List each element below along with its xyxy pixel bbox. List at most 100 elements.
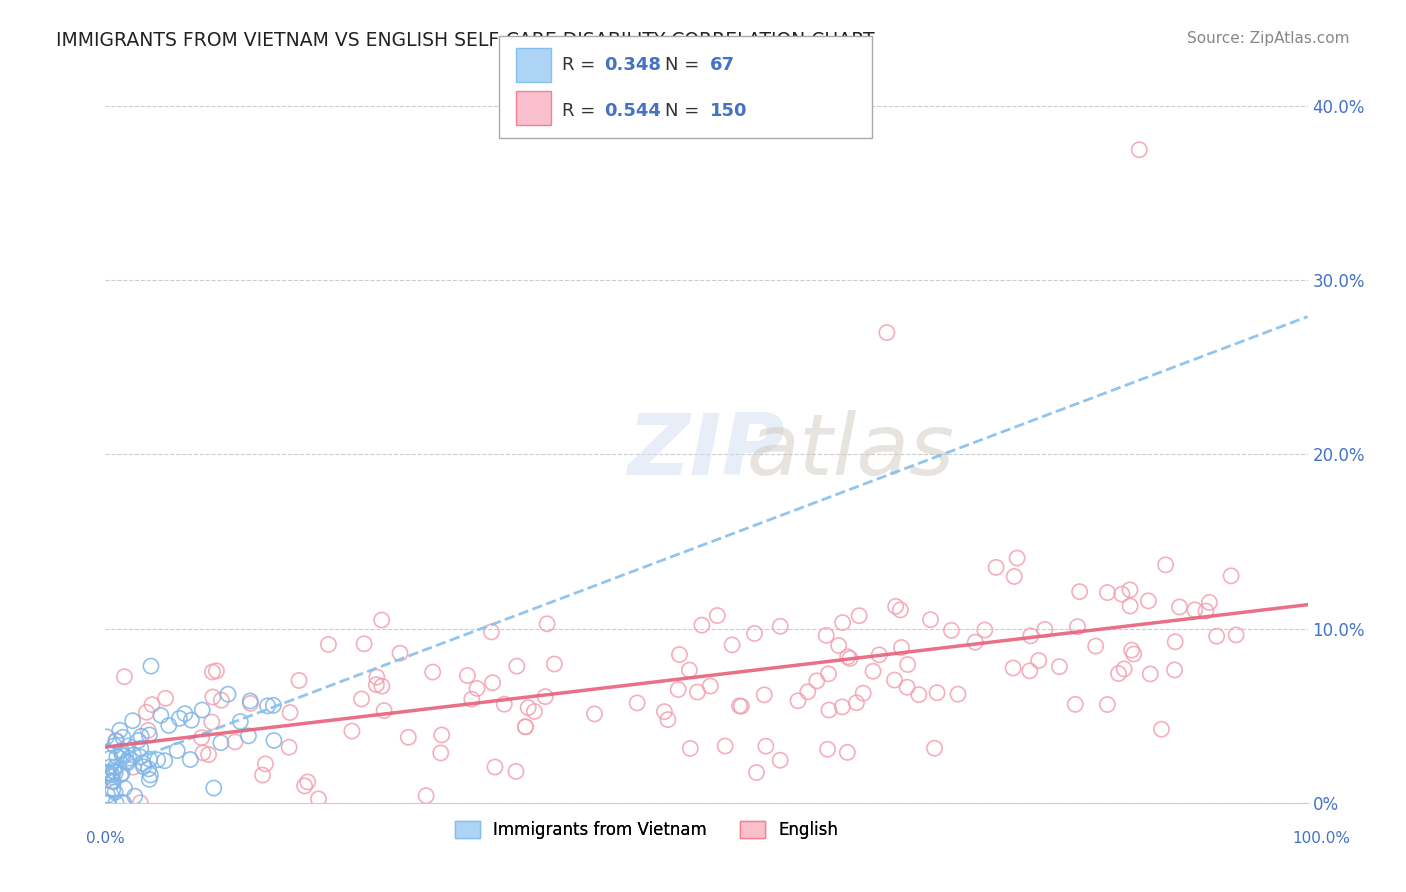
Point (907, 688, 929, 702)
Point (396, 731, 419, 745)
Point (1064, 698, 1087, 712)
Point (481, 624, 503, 639)
Point (1019, 629, 1042, 643)
Point (108, 723, 131, 738)
Point (666, 682, 689, 697)
Point (110, 744, 132, 758)
Point (201, 690, 224, 704)
Point (505, 764, 527, 779)
Point (754, 688, 776, 702)
Point (117, 756, 139, 770)
Point (876, 326, 898, 340)
Point (1066, 619, 1088, 633)
Point (129, 750, 152, 764)
Point (278, 706, 301, 720)
Point (129, 796, 152, 810)
Point (896, 680, 918, 694)
Point (728, 698, 751, 713)
Point (350, 692, 373, 706)
Point (815, 628, 838, 642)
Point (484, 760, 506, 774)
Point (340, 724, 363, 739)
Point (1002, 569, 1025, 583)
Point (806, 673, 828, 688)
Point (679, 741, 702, 756)
Point (97, 796, 120, 810)
Point (657, 713, 679, 727)
Point (889, 603, 911, 617)
Point (239, 694, 262, 708)
Point (862, 665, 884, 679)
Point (721, 638, 744, 652)
Point (100, 751, 122, 765)
Point (129, 730, 152, 744)
Point (389, 646, 412, 660)
Point (1139, 667, 1161, 681)
Point (135, 705, 157, 719)
Text: R =: R = (562, 102, 602, 120)
Point (515, 720, 537, 734)
Point (678, 663, 700, 677)
Point (112, 781, 135, 796)
Point (297, 775, 319, 789)
Point (100, 767, 122, 781)
Point (146, 753, 169, 767)
Point (111, 747, 134, 761)
Point (153, 754, 176, 768)
Point (699, 679, 721, 693)
Point (769, 753, 792, 767)
Point (1121, 643, 1143, 657)
Point (668, 648, 690, 662)
Point (1205, 629, 1227, 643)
Point (1163, 663, 1185, 677)
Point (179, 752, 201, 766)
Point (112, 796, 135, 810)
Point (174, 706, 197, 721)
Point (139, 768, 162, 782)
Point (118, 751, 141, 765)
Point (429, 746, 451, 760)
Point (318, 637, 340, 651)
Point (1108, 666, 1130, 681)
Point (848, 608, 870, 623)
Point (278, 740, 301, 755)
Point (868, 648, 890, 662)
Point (201, 665, 224, 679)
Point (157, 718, 180, 732)
Point (122, 747, 145, 762)
Text: R =: R = (562, 55, 602, 73)
Point (166, 743, 188, 757)
Point (536, 616, 558, 631)
Point (353, 637, 375, 651)
Point (254, 756, 277, 771)
Point (973, 623, 995, 637)
Point (1128, 143, 1150, 157)
Point (238, 729, 260, 743)
Point (837, 649, 859, 664)
Point (111, 748, 134, 763)
Text: N =: N = (665, 55, 704, 73)
Point (149, 708, 172, 723)
Point (686, 685, 709, 699)
Point (1018, 664, 1040, 678)
Point (191, 746, 214, 760)
Point (818, 703, 841, 717)
Point (180, 713, 202, 727)
Point (117, 739, 139, 753)
Point (831, 615, 853, 630)
Point (127, 733, 149, 747)
Point (97, 765, 120, 780)
Point (839, 651, 862, 665)
Point (1137, 594, 1160, 608)
Point (307, 792, 329, 806)
Point (112, 670, 135, 684)
Text: Source: ZipAtlas.com: Source: ZipAtlas.com (1187, 31, 1350, 46)
Point (256, 698, 278, 713)
Point (205, 664, 228, 678)
Text: atlas: atlas (747, 410, 955, 493)
Point (294, 779, 316, 793)
Point (191, 703, 214, 717)
Point (288, 673, 311, 688)
Point (506, 659, 529, 673)
Point (1122, 647, 1144, 661)
